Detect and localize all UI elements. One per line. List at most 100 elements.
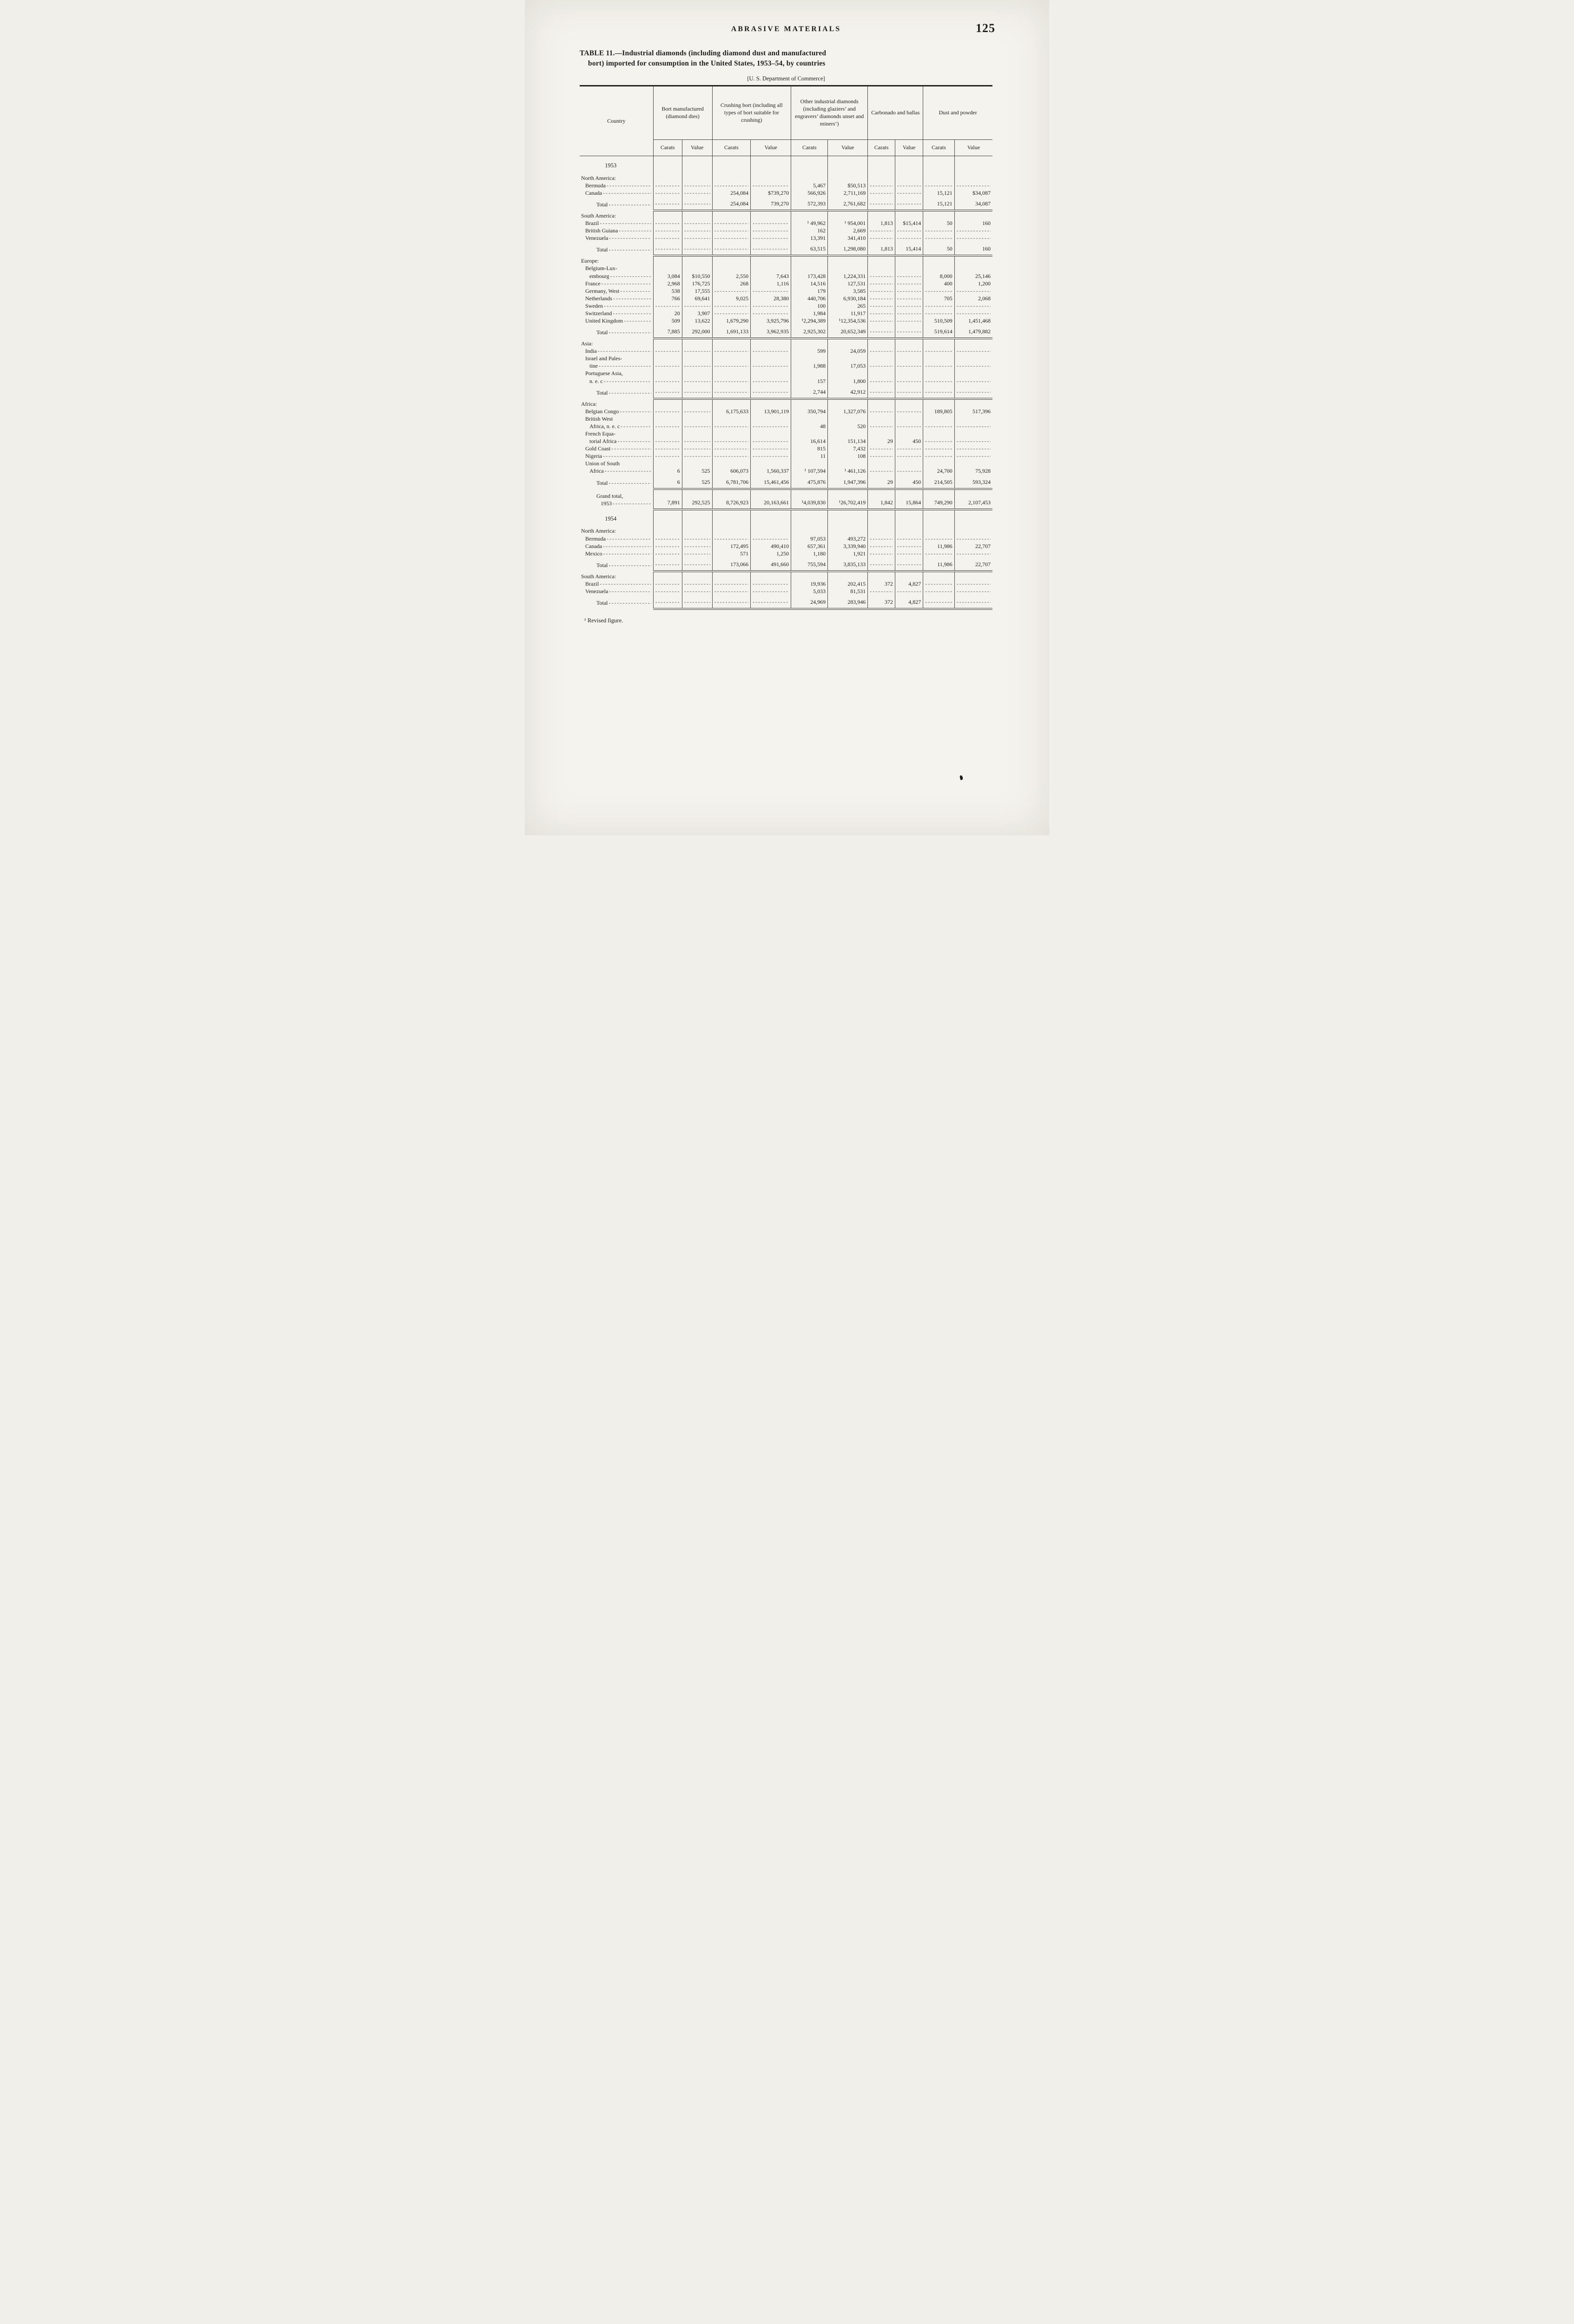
data-cell: $34,087 — [954, 189, 992, 197]
data-cell: 372 — [867, 595, 895, 610]
data-cell — [681, 355, 713, 370]
empty-cell-leader — [753, 234, 789, 242]
row-label: Gold Coast — [580, 445, 653, 452]
data-cell — [954, 347, 992, 355]
empty-cell-leader — [753, 347, 789, 355]
empty-cell-leader — [684, 535, 710, 542]
data-cell: 4,827 — [894, 580, 923, 588]
row-label: Total — [580, 595, 653, 609]
data-cell: 510,509 — [923, 317, 955, 325]
table-row: 1954 — [580, 509, 992, 526]
empty-cell-leader — [684, 550, 710, 557]
data-cell — [867, 324, 895, 340]
data-cell — [653, 227, 682, 235]
data-cell — [681, 242, 713, 257]
empty-cell-leader — [957, 287, 991, 295]
empty-cell-leader — [684, 598, 710, 606]
data-cell — [954, 256, 992, 265]
data-cell — [894, 509, 923, 526]
data-cell: 1,479,882 — [954, 324, 992, 340]
row-label: Union of South Africa — [580, 460, 653, 475]
footnote: ¹ Revised figure. — [584, 617, 623, 624]
data-cell — [827, 398, 868, 408]
data-cell — [894, 445, 923, 453]
empty-cell-leader — [897, 234, 921, 242]
empty-cell-leader — [897, 200, 921, 207]
label-text: Israel and Pales- — [585, 355, 622, 362]
data-cell: 19,936 — [791, 580, 828, 588]
empty-cell-leader — [870, 302, 893, 310]
data-cell — [867, 294, 895, 302]
data-cell — [923, 347, 955, 355]
data-cell — [954, 355, 992, 370]
data-cell — [712, 355, 751, 370]
empty-cell-leader — [684, 437, 710, 445]
label-text: Mexico — [585, 550, 602, 557]
data-cell — [750, 309, 791, 317]
dash-leader — [609, 389, 651, 396]
label-line: Total — [596, 246, 651, 253]
data-cell: 525 — [681, 460, 713, 475]
data-cell: 4,827 — [894, 595, 923, 610]
data-cell — [712, 181, 751, 189]
label-text: Union of South — [585, 460, 620, 467]
data-cell: 214,505 — [923, 475, 955, 490]
data-cell: 29 — [867, 475, 895, 490]
data-cell — [923, 430, 955, 445]
data-cell: 13,391 — [791, 234, 828, 242]
row-label: Sweden — [580, 302, 653, 310]
data-cell: 519,614 — [923, 324, 955, 340]
data-cell: 81,531 — [827, 588, 868, 595]
running-header: ABRASIVE MATERIALS — [731, 25, 841, 33]
empty-cell-leader — [753, 535, 789, 542]
data-cell: 572,393 — [791, 196, 828, 212]
data-cell — [894, 324, 923, 340]
empty-cell-leader — [655, 362, 680, 370]
data-cell — [712, 156, 751, 173]
data-cell: 25,146 — [954, 264, 992, 280]
section-label: Asia: — [580, 338, 653, 347]
data-cell: 13,622 — [681, 317, 713, 325]
data-cell — [954, 211, 992, 220]
data-cell: 22,707 — [954, 557, 992, 572]
data-cell — [894, 211, 923, 220]
empty-cell-leader — [897, 310, 921, 317]
empty-cell-leader — [870, 408, 893, 415]
data-cell: 491,660 — [750, 557, 791, 572]
data-cell — [894, 181, 923, 189]
data-cell — [867, 211, 895, 220]
label-line: Netherlands — [585, 295, 651, 302]
data-cell — [653, 338, 682, 348]
data-cell: 400 — [923, 279, 955, 287]
label-line: South America: — [581, 573, 651, 580]
empty-cell-leader — [897, 535, 921, 542]
data-cell — [653, 509, 682, 526]
empty-cell-leader — [753, 245, 789, 252]
table-row: Asia: — [580, 338, 992, 348]
data-cell: 341,410 — [827, 234, 868, 242]
data-cell — [750, 302, 791, 310]
data-cell: 6,930,184 — [827, 294, 868, 302]
table-row: 1953 — [580, 156, 992, 173]
empty-cell-leader — [870, 535, 893, 542]
dash-leader — [617, 437, 651, 445]
data-cell — [750, 580, 791, 588]
label-text: Brazil — [585, 220, 599, 227]
data-cell: 1,813 — [867, 219, 895, 227]
data-cell — [653, 595, 682, 610]
data-cell — [894, 317, 923, 325]
empty-cell-leader — [714, 535, 749, 542]
data-cell: 7,891 — [653, 489, 682, 510]
data-cell — [954, 571, 992, 580]
data-cell: 493,272 — [827, 535, 868, 542]
data-cell: 15,121 — [923, 189, 955, 197]
data-cell — [827, 526, 868, 535]
dash-leader — [621, 423, 651, 430]
data-cell — [681, 557, 713, 572]
